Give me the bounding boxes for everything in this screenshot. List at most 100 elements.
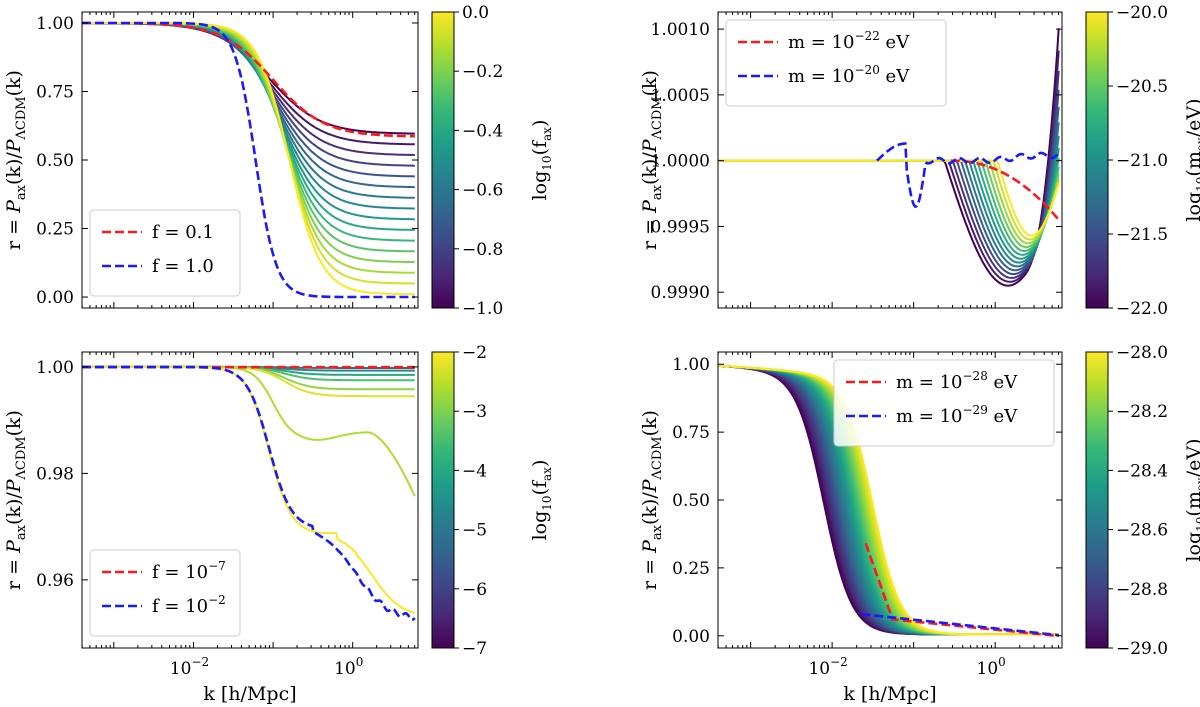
model-curve <box>82 22 415 135</box>
y-tick-label: 0.9995 <box>651 217 710 237</box>
axes-frame <box>81 351 419 649</box>
colorbar: −20.0 −20.5 −21.0 −21.5 −22.0 log10(max/eV) <box>1085 3 1200 319</box>
y-tick-label: 1.00 <box>672 355 710 375</box>
y-axis-label: r = Pax(k)/PΛCDM(k) <box>3 70 29 250</box>
y-tick-label: 1.0000 <box>651 152 710 172</box>
y-tick-label: 1.0005 <box>651 86 710 106</box>
blue-legend-label: f = 10−2 <box>152 593 226 617</box>
red-legend-label: m = 10−28 eV <box>896 369 1018 393</box>
colorbar-label: log10(fax) <box>529 120 554 201</box>
y-tick-label: 0.00 <box>36 288 74 308</box>
red-dashed-curve <box>950 159 1060 221</box>
red-legend-label: m = 10−22 eV <box>788 29 910 53</box>
plot-area <box>82 21 415 299</box>
blue-dashed-curve <box>82 21 415 299</box>
blue-legend-label: m = 10−20 eV <box>788 63 910 87</box>
blue-dashed-curve <box>82 365 416 622</box>
colorbar-bar <box>1085 351 1109 649</box>
colorbar-tick-label: −3 <box>462 402 487 422</box>
plot-area <box>718 364 1059 638</box>
colorbar-tick-label: −7 <box>462 639 487 659</box>
panel-bottom-left: 1.00 0.98 0.96 10−2 100 k [h/Mpc] r = Pax(k)/P… <box>3 343 554 705</box>
colorbar-label: log10(max/eV) <box>1183 438 1200 561</box>
colorbar-tick-label: −5 <box>462 521 487 541</box>
model-curve <box>718 159 1060 237</box>
panel-top-right: 1.0010 1.0005 1.0000 0.9995 0.9990 r = Pax(k)… <box>639 3 1200 319</box>
colorbar-tick-label: −0.2 <box>462 62 503 82</box>
blue-legend-label: f = 1.0 <box>152 256 214 277</box>
model-curve <box>718 106 1060 272</box>
y-tick-label: 0.50 <box>672 491 710 511</box>
blue-dashed-curve <box>861 612 1059 637</box>
red-legend-label: f = 0.1 <box>152 222 214 243</box>
colorbar-tick-label: −6 <box>462 580 487 600</box>
x-tick-label: 10−2 <box>170 655 209 679</box>
plot-area <box>718 28 1060 287</box>
colorbar-tick-label: −0.4 <box>462 121 503 141</box>
panel-top-left: 1.00 0.75 0.50 0.25 0.00 r = Pax(k)/PΛCDM(k) f… <box>3 3 554 319</box>
colorbar-label: log10(fax) <box>529 460 554 541</box>
legend-box <box>833 359 1055 447</box>
y-axis-label: r = Pax(k)/PΛCDM(k) <box>639 70 665 250</box>
y-tick-label: 1.0010 <box>651 20 710 40</box>
colorbar-bar <box>1085 11 1109 309</box>
y-tick-label: 0.50 <box>36 151 74 171</box>
red-dashed-curve <box>82 21 415 138</box>
colorbar: −2 −3 −4 −5 −6 −7 log10(fax) <box>431 343 554 659</box>
colorbar-tick-label: −4 <box>462 461 487 481</box>
legend-box <box>725 19 947 107</box>
y-axis-label: r = Pax(k)/PΛCDM(k) <box>3 410 29 590</box>
colorbar-tick-label: −29.0 <box>1116 639 1168 659</box>
colorbar-tick-label: −22.0 <box>1116 299 1168 319</box>
colorbar-tick-label: −28.2 <box>1116 402 1168 422</box>
y-tick-label: 1.00 <box>36 14 74 34</box>
x-axis-label: k [h/Mpc] <box>843 683 936 705</box>
colorbar-tick-label: −28.4 <box>1116 461 1168 481</box>
red-legend-label: f = 10−7 <box>152 559 226 583</box>
model-curve <box>82 365 416 497</box>
model-curve <box>718 89 1060 276</box>
model-curve <box>718 159 1060 245</box>
colorbar-tick-label: −0.6 <box>462 181 503 201</box>
legend-box <box>89 209 241 297</box>
colorbar-bar <box>431 11 455 309</box>
x-tick-label: 100 <box>334 655 363 679</box>
colorbar-tick-label: 0.0 <box>462 3 489 23</box>
plot-area <box>82 365 416 622</box>
panel-bottom-right: 1.00 0.75 0.50 0.25 0.00 10−2 100 k [h/Mpc] r = … <box>639 343 1200 705</box>
legend-box <box>89 549 241 637</box>
colorbar-bar <box>431 351 455 649</box>
legend: m = 10−28 eV m = 10−29 eV <box>833 359 1055 447</box>
red-dashed-curve <box>864 542 1059 638</box>
colorbar-tick-label: −20.5 <box>1116 77 1168 97</box>
y-tick-label: 0.98 <box>36 464 74 484</box>
blue-legend-label: m = 10−29 eV <box>896 403 1018 427</box>
y-axis-label: r = Pax(k)/PΛCDM(k) <box>639 410 665 590</box>
colorbar: −28.0 −28.2 −28.4 −28.6 −28.8 −29.0 log10(max/… <box>1085 343 1200 659</box>
legend: m = 10−22 eV m = 10−20 eV <box>725 19 947 107</box>
y-tick-label: 0.25 <box>672 559 710 579</box>
colorbar-tick-label: −20.0 <box>1116 3 1168 23</box>
y-tick-label: 1.00 <box>36 358 74 378</box>
model-curve <box>718 364 1059 636</box>
colorbar-tick-label: −2 <box>462 343 487 363</box>
y-tick-label: 0.75 <box>36 82 74 102</box>
colorbar-tick-label: −21.5 <box>1116 225 1168 245</box>
legend: f = 0.1 f = 1.0 <box>89 209 241 297</box>
colorbar-tick-label: −28.8 <box>1116 580 1168 600</box>
colorbar: 0.0 −0.2 −0.4 −0.6 −0.8 −1.0 log10(fax) <box>431 3 554 319</box>
y-tick-label: 0.9990 <box>651 283 710 303</box>
colorbar-tick-label: −1.0 <box>462 299 503 319</box>
colorbar-tick-label: −0.8 <box>462 240 503 260</box>
colorbar-label: log10(max/eV) <box>1183 98 1200 221</box>
y-tick-label: 0.00 <box>672 627 710 647</box>
colorbar-tick-label: −28.0 <box>1116 343 1168 363</box>
colorbar-tick-label: −28.6 <box>1116 521 1168 541</box>
x-axis-label: k [h/Mpc] <box>203 683 296 705</box>
x-tick-label: 10−2 <box>808 655 847 679</box>
x-tick-label: 100 <box>977 655 1006 679</box>
blue-dashed-curve <box>876 142 1060 209</box>
legend: f = 10−7 f = 10−2 <box>89 549 241 637</box>
colorbar-tick-label: −21.0 <box>1116 151 1168 171</box>
